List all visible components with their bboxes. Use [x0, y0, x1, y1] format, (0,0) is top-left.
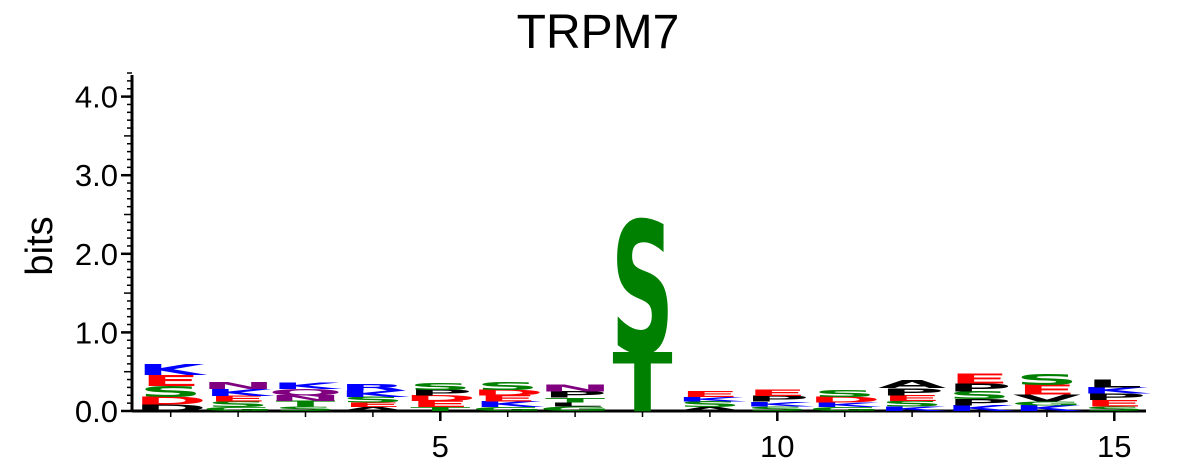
y-tick-label: 4.0	[75, 80, 118, 115]
y-tick-label: 0.0	[75, 394, 118, 429]
logo-letter-k: K	[878, 405, 950, 413]
logo-letter-e: E	[747, 388, 807, 398]
logo-letter-p: P	[408, 388, 473, 397]
logo-letter-g: G	[539, 405, 611, 413]
logo-letter-p: P	[947, 381, 1012, 394]
logo-letter-s: S	[678, 400, 741, 409]
logo-letter-t: T	[612, 336, 672, 430]
chart-title: TRPM7	[517, 6, 680, 59]
logo-letter-n: N	[269, 394, 343, 403]
logo-letter-t: T	[545, 396, 606, 404]
logo-letter-e: E	[949, 372, 1009, 387]
logo-letter-e: E	[1017, 383, 1077, 398]
logo-letter-k: K	[271, 381, 343, 391]
logo-letter-s: S	[948, 389, 1011, 402]
logo-letter-e: E	[680, 390, 740, 399]
logo-letter-p: P	[1082, 392, 1147, 402]
logo-letter-e: E	[208, 395, 268, 404]
logo-letter-s: S	[1083, 405, 1146, 413]
logo-letter-t: T	[275, 399, 336, 408]
y-tick-label: 1.0	[75, 315, 118, 350]
logo-letter-v: V	[1013, 393, 1082, 404]
logo-letter-k: K	[204, 387, 276, 398]
logo-letter-k: K	[945, 404, 1017, 413]
x-tick-label: 5	[432, 429, 449, 464]
logo-letter-e: E	[141, 372, 201, 390]
logo-letter-l: L	[547, 401, 603, 407]
logo-letter-k: K	[339, 389, 411, 399]
logo-letter-k: K	[811, 401, 883, 409]
logo-letter-a: A	[676, 406, 744, 412]
logo-letter-q: Q	[268, 387, 343, 397]
y-axis-label: bits	[19, 216, 61, 275]
logo-letter-l: L	[1086, 377, 1142, 390]
logo-letter-g: G	[202, 406, 274, 412]
logo-letter-k: K	[1080, 386, 1152, 396]
logo-letter-s: S	[206, 400, 269, 409]
logo-letter-s: S	[476, 380, 539, 393]
logo-letter-s: S	[1015, 371, 1078, 389]
logo-letter-e: E	[343, 401, 403, 409]
logo-letter-p: P	[880, 386, 945, 397]
logo-letter-d: D	[404, 394, 477, 403]
logo-letter-d: D	[471, 388, 544, 397]
logo-letter-s: S	[611, 184, 674, 395]
logo-letter-a: A	[339, 406, 407, 412]
x-tick-label: 15	[1097, 429, 1131, 464]
y-tick-label: 3.0	[75, 158, 118, 193]
logo-letter-k: K	[474, 400, 546, 409]
logo-letter-a: A	[878, 378, 947, 391]
logo-letter-k: K	[743, 400, 815, 408]
logo-letter-d: D	[134, 403, 207, 413]
logo-letter-e: E	[410, 399, 470, 409]
logo-letter-n: N	[201, 380, 275, 391]
logo-letter-p: P	[947, 398, 1012, 408]
logo-letter-s: S	[409, 381, 472, 392]
x-tick-label: 10	[760, 429, 794, 464]
logo-letter-k: K	[676, 396, 748, 404]
logo-letter-p: P	[745, 395, 810, 404]
logo-letter-e: E	[478, 394, 538, 404]
axes: 0.0 1.0 2.0 3.0 4.0 5 10 15	[75, 72, 1146, 464]
logo-letter-g: G	[1011, 400, 1083, 406]
logo-letter-k: K	[137, 361, 208, 379]
logo-letter-s: S	[341, 395, 404, 404]
logo-letter-t: T	[410, 406, 471, 412]
logo-letter-s: S	[139, 383, 202, 401]
logo-letter-e: E	[882, 394, 942, 403]
logo-letter-p: P	[543, 390, 608, 400]
logo-letter-s: S	[880, 399, 943, 408]
logo-letter-s: S	[274, 405, 337, 413]
logo-letter-r: R	[339, 383, 407, 393]
logo-letter-g: G	[809, 406, 881, 412]
logo-letter-d: D	[134, 395, 207, 408]
logo-letter-s: S	[746, 405, 809, 413]
logo-letter-n: N	[538, 382, 612, 393]
logo-letter-e: E	[1084, 398, 1144, 408]
y-tick-label: 2.0	[75, 237, 118, 272]
logo-letter-g: G	[472, 406, 544, 412]
logo-letter-k: K	[1013, 404, 1085, 413]
logo-letter-s: S	[813, 388, 876, 399]
logo-letter-d: D	[808, 395, 881, 404]
